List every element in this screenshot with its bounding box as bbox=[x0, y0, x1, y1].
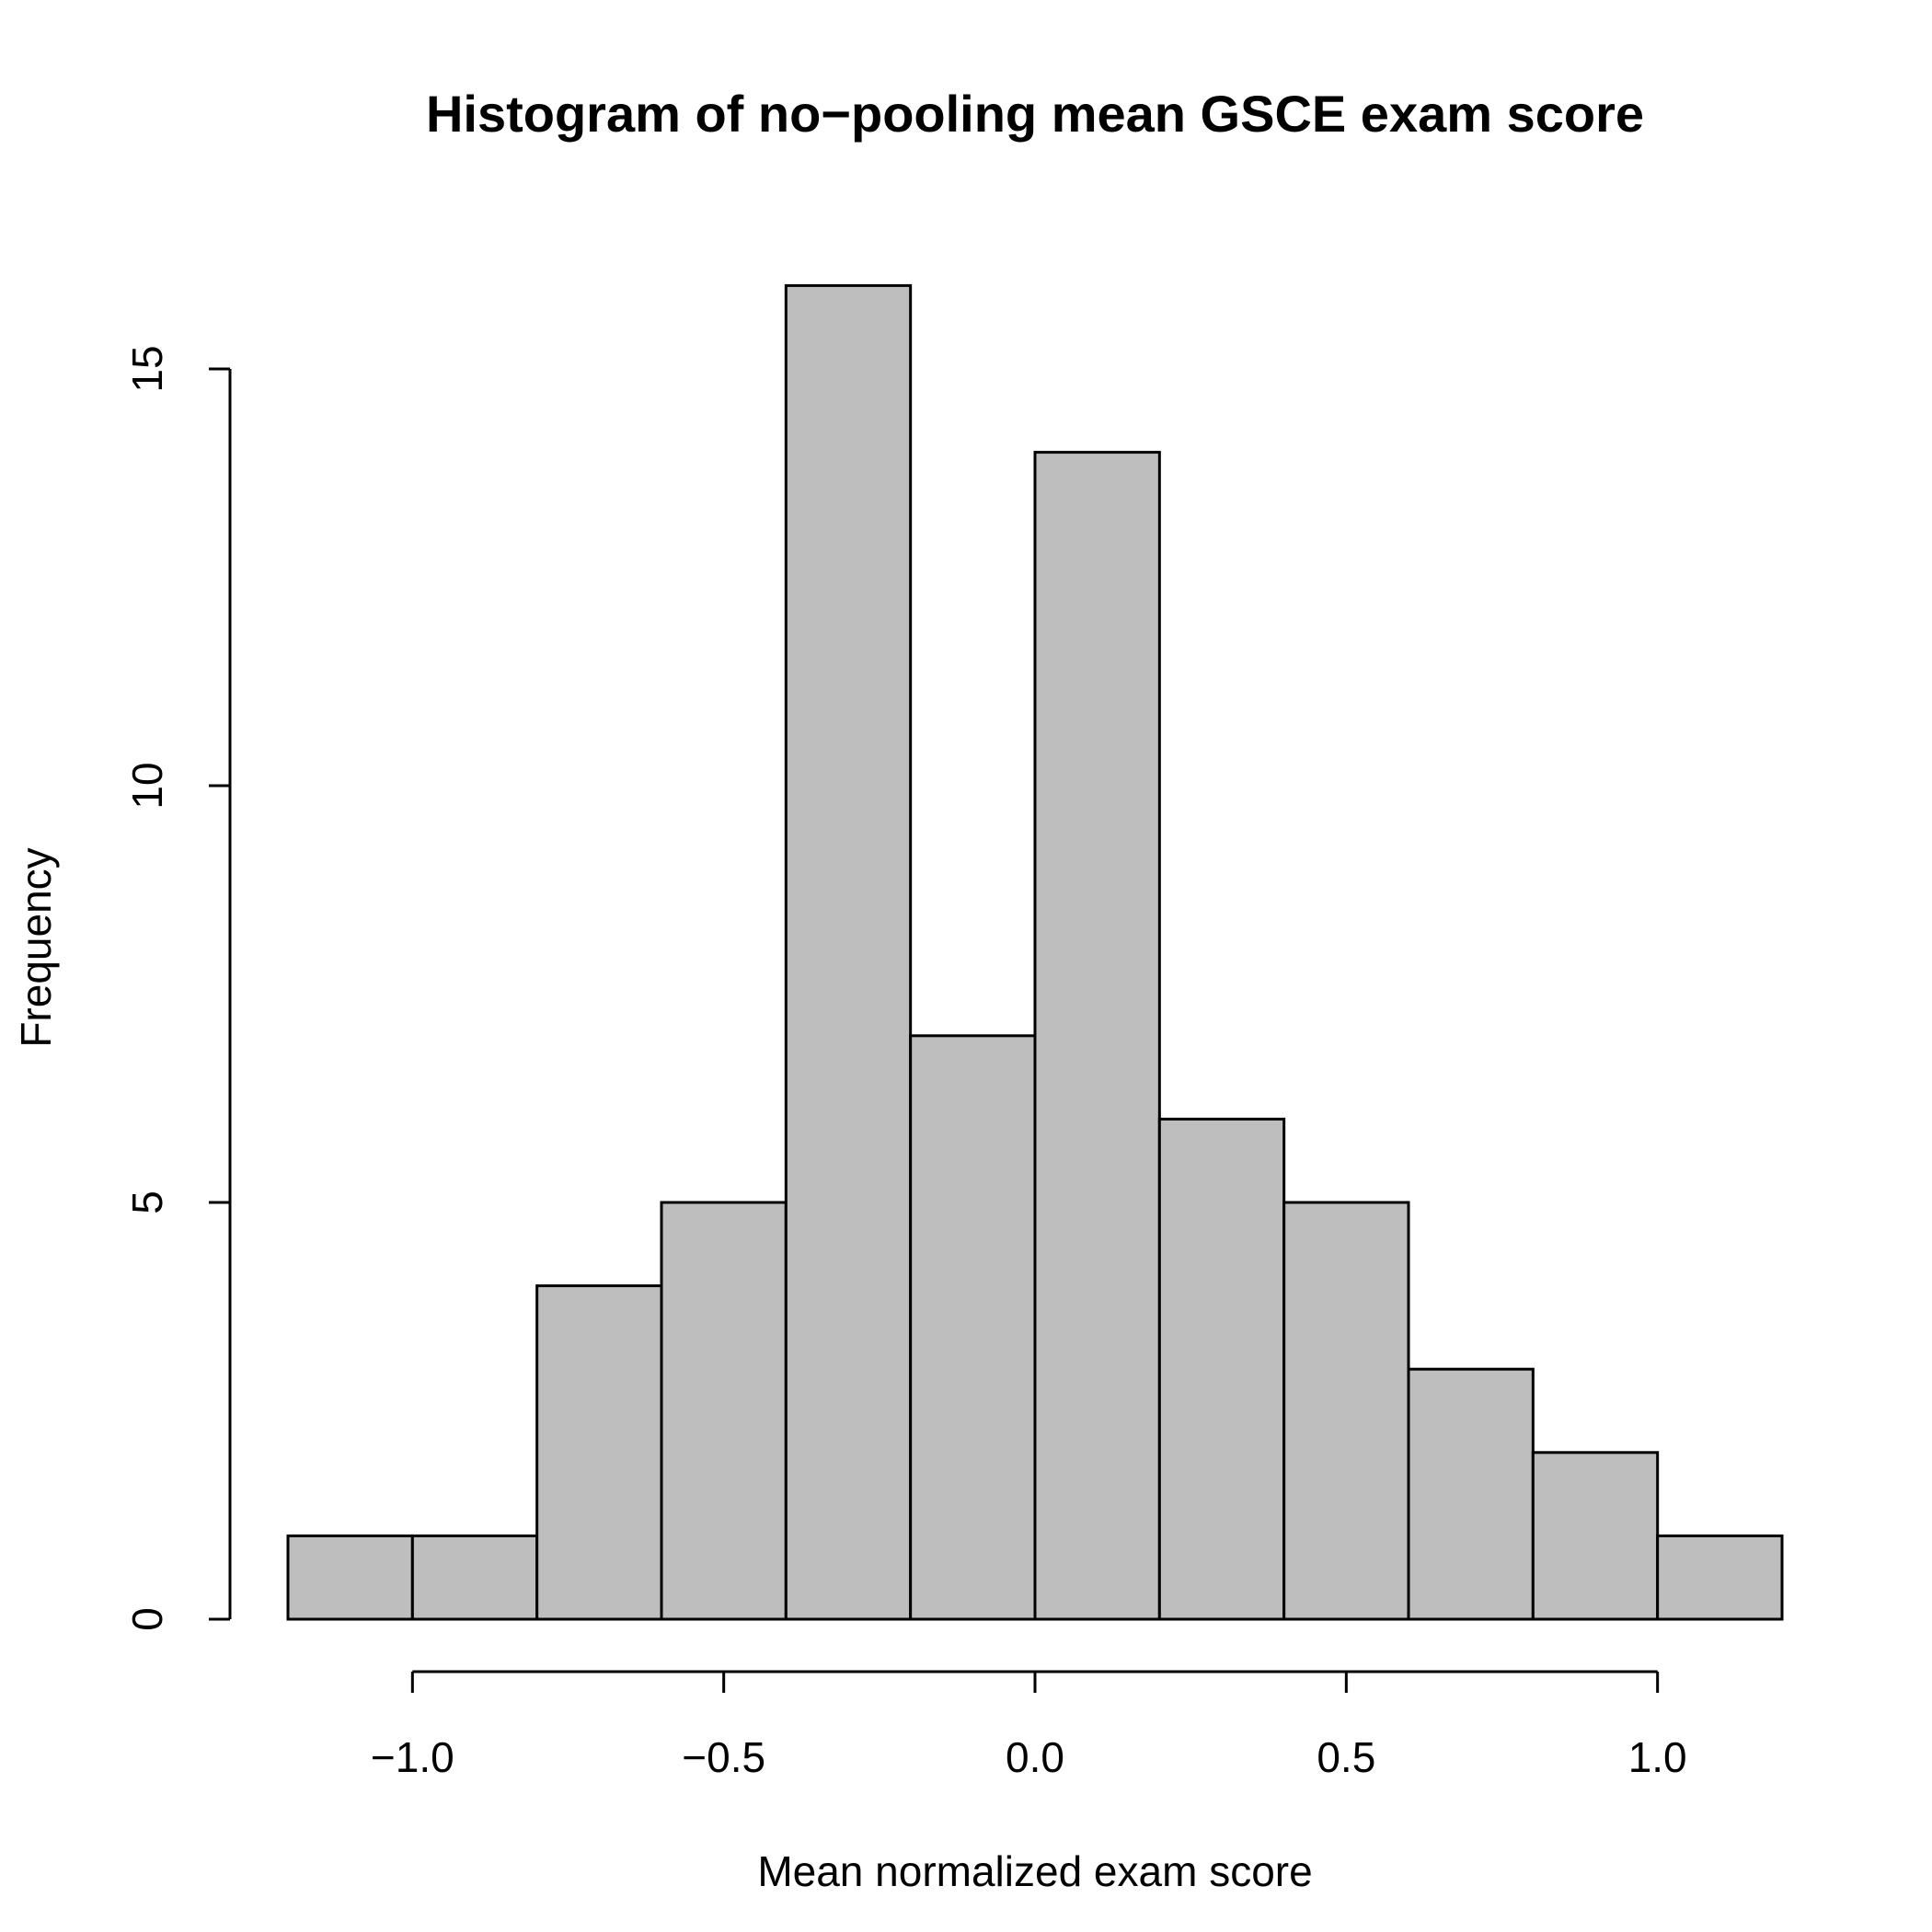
x-axis: −1.0 −0.5 0.0 0.5 1.0 bbox=[371, 1670, 1687, 1781]
x-tick-label: 0.0 bbox=[1006, 1733, 1064, 1781]
x-tick-label: −1.0 bbox=[371, 1733, 454, 1781]
x-tick-label: 1.0 bbox=[1628, 1733, 1687, 1781]
y-axis-label: Frequency bbox=[12, 847, 60, 1047]
x-tick-label: 0.5 bbox=[1317, 1733, 1375, 1781]
chart-title: Histogram of no−pooling mean GSCE exam s… bbox=[426, 85, 1644, 143]
histogram-bar bbox=[286, 1534, 414, 1621]
histogram-bar bbox=[1033, 451, 1161, 1621]
y-tick-label: 0 bbox=[123, 1607, 171, 1631]
x-tick-label: −0.5 bbox=[682, 1733, 765, 1781]
histogram-bar bbox=[1407, 1367, 1535, 1621]
y-tick-label: 5 bbox=[123, 1190, 171, 1214]
histogram-bar bbox=[1656, 1534, 1784, 1621]
bars-group bbox=[286, 283, 1784, 1621]
y-axis: 0 5 10 15 bbox=[123, 345, 232, 1631]
histogram-bar bbox=[1531, 1451, 1660, 1621]
x-axis-label: Mean normalized exam score bbox=[757, 1847, 1312, 1895]
histogram-bar bbox=[535, 1284, 663, 1621]
histogram-bar bbox=[660, 1201, 788, 1621]
histogram-bar bbox=[784, 283, 913, 1621]
y-tick-label: 10 bbox=[123, 762, 171, 809]
histogram-bar bbox=[410, 1534, 539, 1621]
histogram-bar bbox=[1157, 1117, 1286, 1621]
y-tick-label: 15 bbox=[123, 345, 171, 392]
histogram-bar bbox=[909, 1034, 1037, 1621]
histogram-bar bbox=[1282, 1201, 1410, 1621]
